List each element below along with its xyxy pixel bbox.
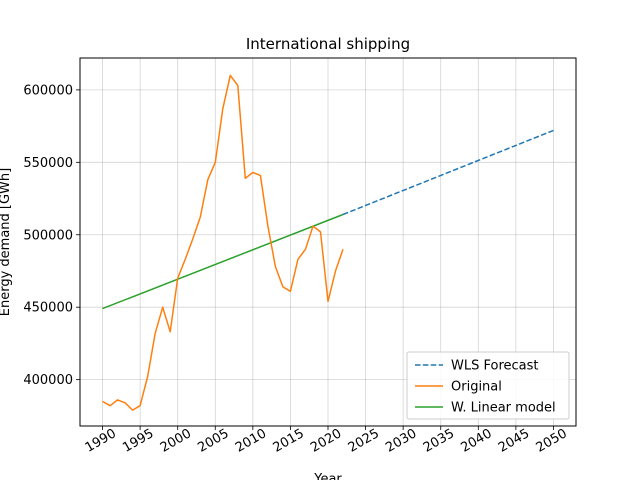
series-layer bbox=[102, 74, 554, 411]
chart-title: International shipping bbox=[246, 35, 410, 53]
y-axis-ticks: 400000 450000 500000 550000 600000 bbox=[23, 83, 80, 388]
y-tick-label: 450000 bbox=[23, 301, 73, 316]
y-axis-label: Energy demand [GWh] bbox=[0, 168, 13, 316]
legend-box bbox=[406, 351, 570, 420]
legend-label: W. Linear model bbox=[451, 401, 556, 416]
series-line-wls-forecast bbox=[342, 129, 554, 216]
x-axis-label: Year bbox=[313, 472, 342, 480]
legend: WLS Forecast Original W. Linear model bbox=[406, 351, 570, 420]
series-line-w-linear-model bbox=[102, 213, 344, 310]
legend-label: Original bbox=[451, 380, 502, 395]
series-line-original bbox=[102, 74, 344, 411]
y-tick-label: 500000 bbox=[23, 228, 73, 243]
grid bbox=[80, 58, 576, 426]
y-tick-label: 550000 bbox=[23, 156, 73, 171]
y-tick-label: 400000 bbox=[23, 373, 73, 388]
legend-label: WLS Forecast bbox=[451, 359, 539, 374]
y-tick-label: 600000 bbox=[23, 83, 73, 98]
